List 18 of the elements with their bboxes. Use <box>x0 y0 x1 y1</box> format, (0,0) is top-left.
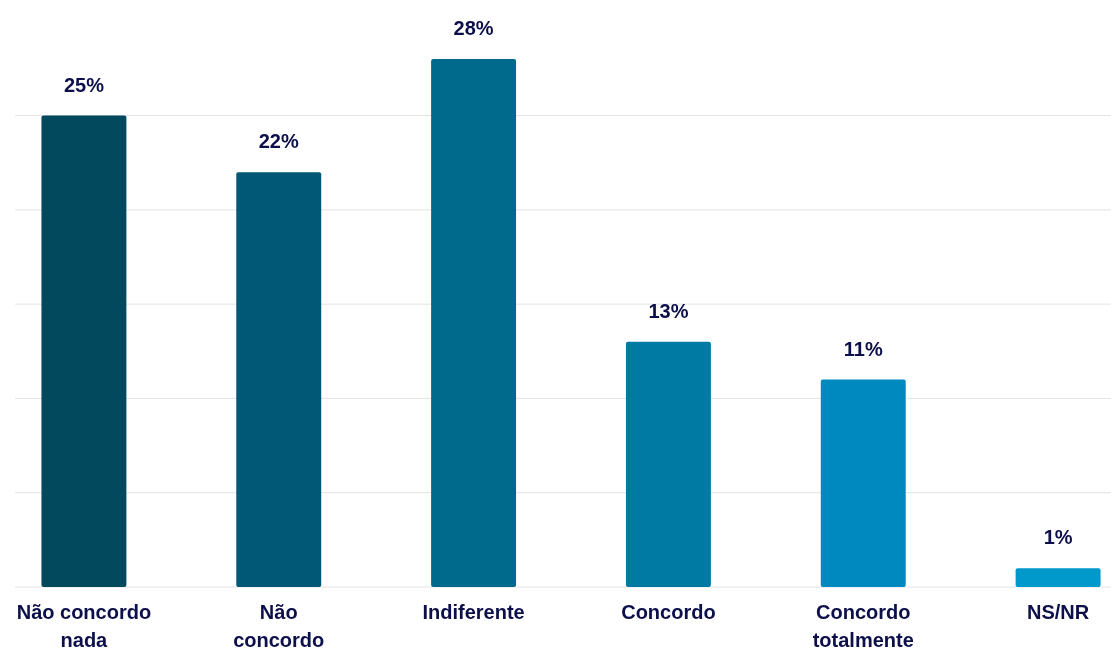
bar <box>1015 568 1101 587</box>
data-label: 28% <box>453 17 494 39</box>
x-tick-label: NS/NR <box>1026 601 1090 623</box>
bar <box>41 115 127 587</box>
bar <box>625 341 711 587</box>
data-label: 22% <box>258 130 299 153</box>
x-tick-label: Não concordo nada <box>16 601 152 649</box>
x-tick-label: Concordo totalmente <box>812 601 914 649</box>
data-label: 13% <box>648 299 689 322</box>
bar <box>236 172 322 587</box>
bar <box>820 379 906 587</box>
x-tick-label: Concordo <box>621 601 716 623</box>
data-label: 25% <box>63 73 105 96</box>
bar <box>431 59 517 587</box>
data-label: 1% <box>1043 526 1073 549</box>
x-tick-label: Não concordo <box>233 601 325 649</box>
x-tick-label: Indiferente <box>422 601 525 623</box>
data-label: 11% <box>843 337 883 360</box>
